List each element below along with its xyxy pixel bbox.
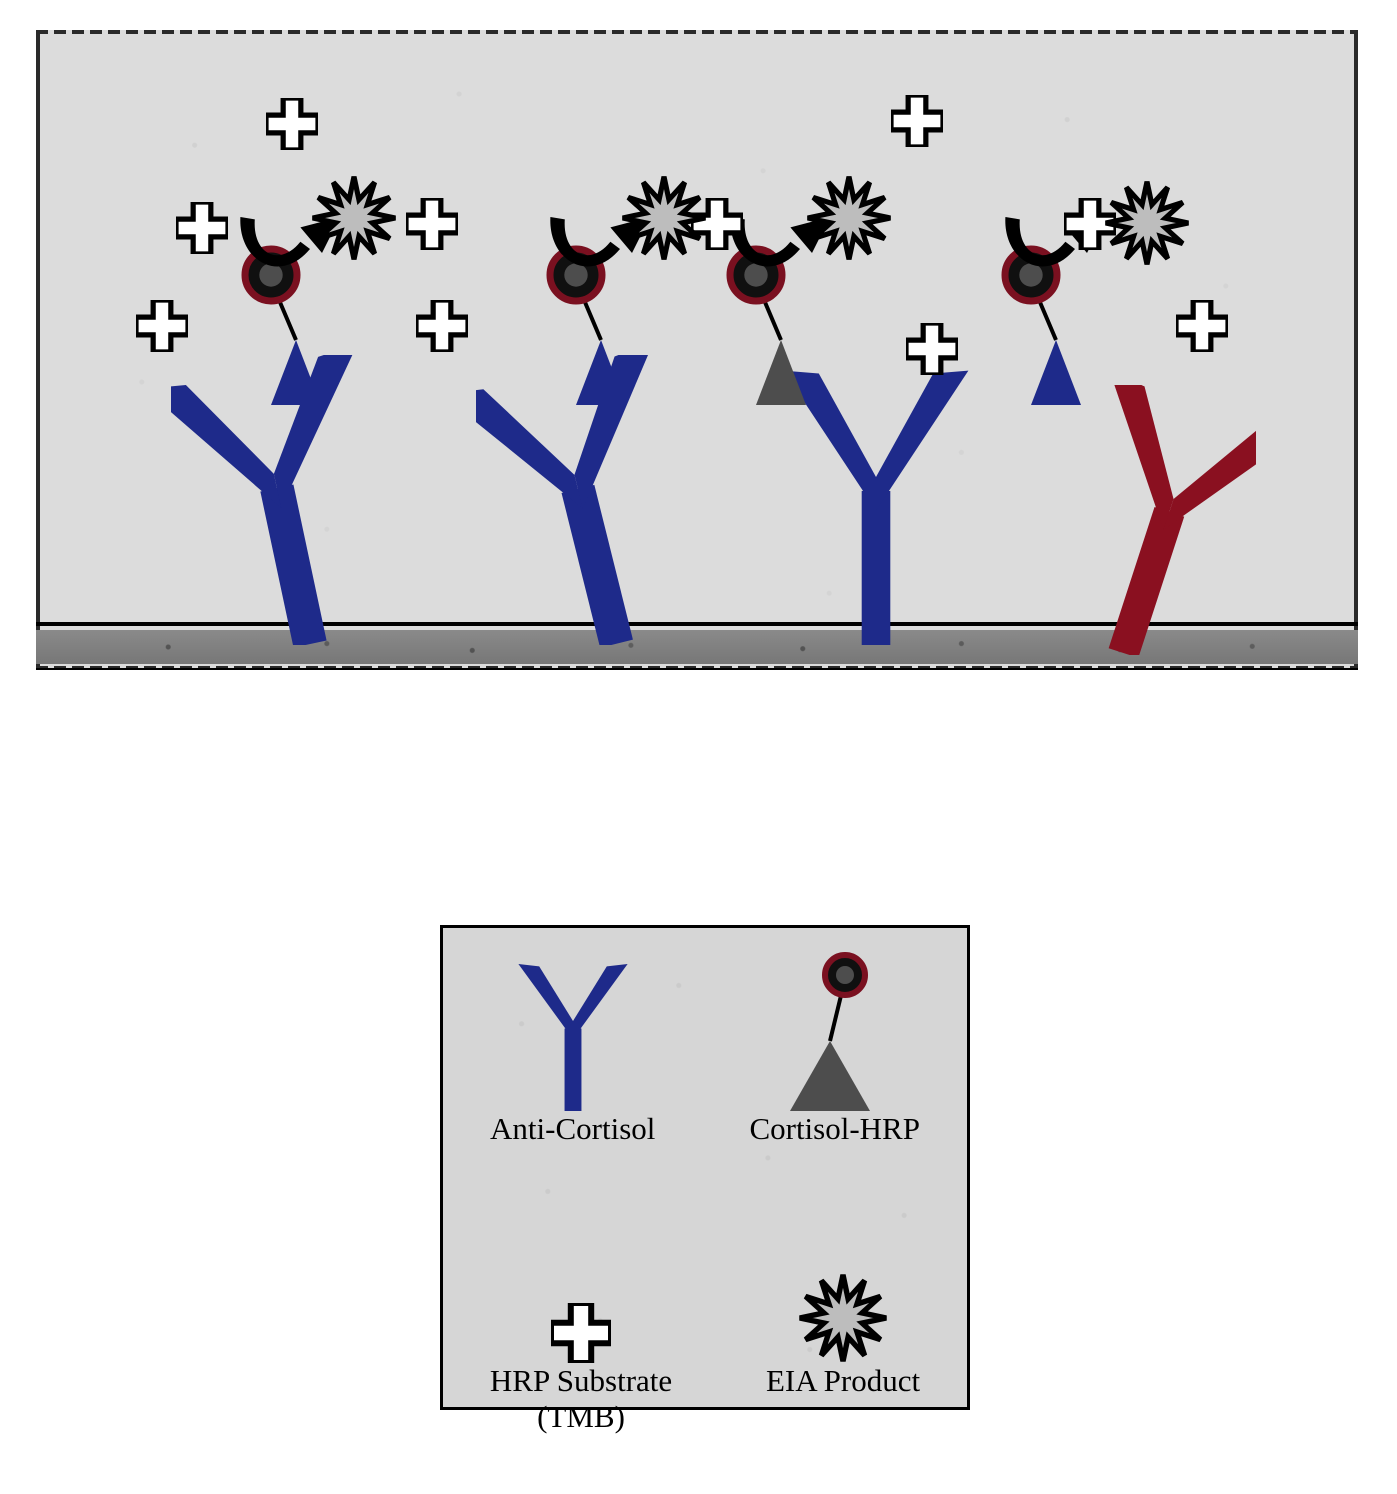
canvas: Anti-Cortisol Cortisol-HRP HRP Substrate… (0, 0, 1397, 1494)
product-icon (798, 1198, 888, 1363)
antibody (1016, 385, 1256, 655)
legend-item-substrate: HRP Substrate (TMB) (490, 1198, 672, 1434)
legend-label: Cortisol-HRP (749, 1111, 920, 1147)
substrate-cross (1176, 300, 1228, 352)
legend-item-cortisolhrp: Cortisol-HRP (749, 946, 920, 1147)
product-burst (806, 175, 892, 261)
antibody (766, 365, 986, 645)
substrate-cross (406, 198, 458, 250)
substrate-cross (136, 300, 188, 352)
substrate-cross (176, 202, 228, 254)
product-burst (621, 175, 707, 261)
product-burst (311, 175, 397, 261)
legend-label: HRP Substrate (TMB) (490, 1363, 672, 1434)
cortisolhrp-icon (775, 946, 895, 1111)
substrate-cross (266, 98, 318, 150)
substrate-icon (551, 1198, 611, 1363)
anticortisol-icon (508, 946, 638, 1111)
legend: Anti-Cortisol Cortisol-HRP HRP Substrate… (440, 925, 970, 1410)
legend-item-anticortisol: Anti-Cortisol (490, 946, 655, 1147)
substrate-cross (906, 323, 958, 375)
legend-row-2: HRP Substrate (TMB) EIA Product (443, 1198, 967, 1434)
assay-scene (36, 30, 1358, 670)
product-burst (1104, 180, 1190, 266)
legend-row-1: Anti-Cortisol Cortisol-HRP (443, 946, 967, 1147)
legend-label: EIA Product (766, 1363, 920, 1399)
substrate-cross (416, 300, 468, 352)
substrate-cross (891, 95, 943, 147)
legend-label: Anti-Cortisol (490, 1111, 655, 1147)
legend-item-product: EIA Product (766, 1198, 920, 1434)
